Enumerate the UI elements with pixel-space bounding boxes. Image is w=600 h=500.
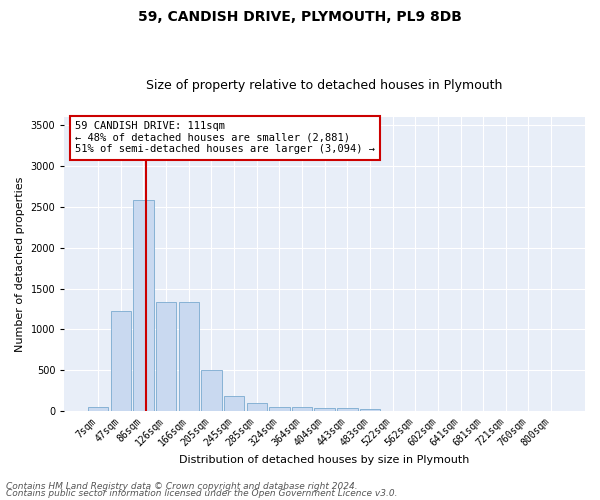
Text: 59 CANDISH DRIVE: 111sqm
← 48% of detached houses are smaller (2,881)
51% of sem: 59 CANDISH DRIVE: 111sqm ← 48% of detach… [75,121,375,154]
Bar [201,370,221,411]
Bar [292,407,312,411]
Bar [88,407,109,411]
Bar [156,302,176,411]
Title: Size of property relative to detached houses in Plymouth: Size of property relative to detached ho… [146,79,503,92]
X-axis label: Distribution of detached houses by size in Plymouth: Distribution of detached houses by size … [179,455,470,465]
Bar [269,407,290,411]
Bar [360,408,380,411]
Y-axis label: Number of detached properties: Number of detached properties [15,176,25,352]
Text: Contains public sector information licensed under the Open Government Licence v3: Contains public sector information licen… [6,490,398,498]
Bar [110,312,131,411]
Text: Contains HM Land Registry data © Crown copyright and database right 2024.: Contains HM Land Registry data © Crown c… [6,482,358,491]
Text: 59, CANDISH DRIVE, PLYMOUTH, PL9 8DB: 59, CANDISH DRIVE, PLYMOUTH, PL9 8DB [138,10,462,24]
Bar [337,408,358,411]
Bar [314,408,335,411]
Bar [247,403,267,411]
Bar [179,302,199,411]
Bar [224,396,244,411]
Bar [133,200,154,411]
